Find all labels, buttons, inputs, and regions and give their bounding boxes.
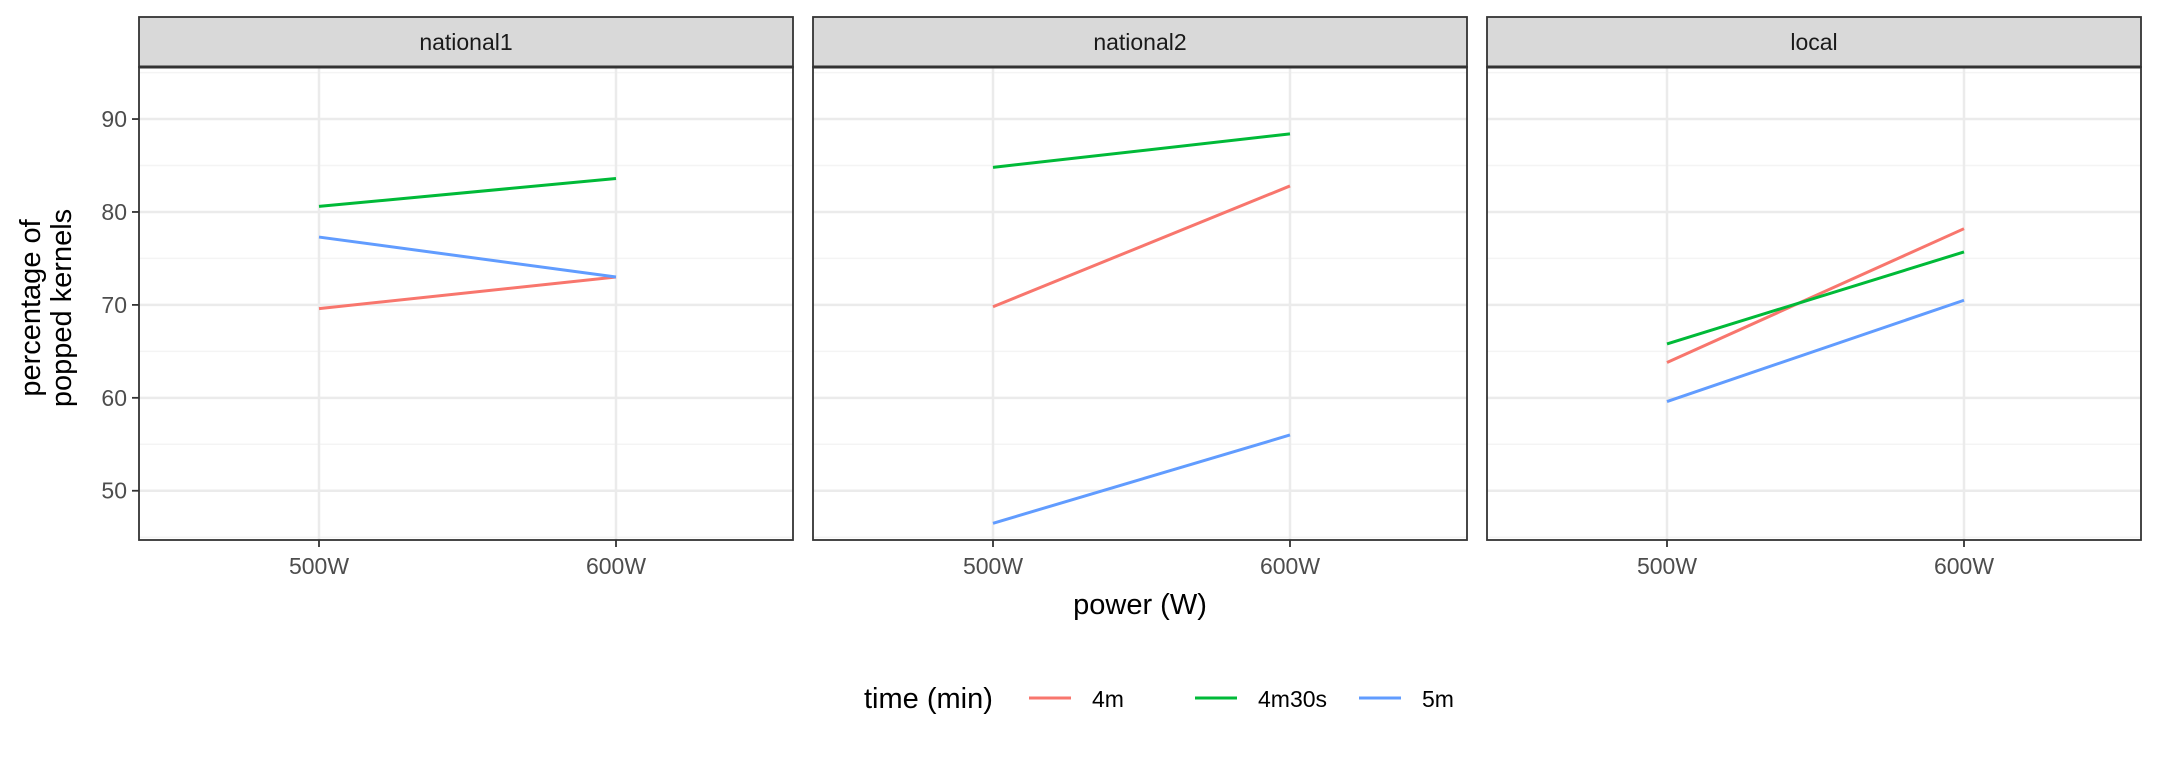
- x-tick-label: 600W: [1260, 553, 1320, 579]
- legend-label: 4m30s: [1258, 686, 1327, 712]
- series-line-4m: [992, 184, 1291, 309]
- x-tick-label: 500W: [289, 553, 349, 579]
- legend-label: 5m: [1422, 686, 1454, 712]
- facet-panel-local: local 500W 600W: [1486, 16, 2142, 579]
- y-axis: 50 60 70 80 90 percentage ofpopped kernels: [15, 106, 139, 504]
- series-line-5m: [318, 235, 617, 279]
- series-line-4m30s: [1666, 250, 1965, 346]
- panel-border: [1486, 66, 2142, 541]
- x-tick-label: 600W: [1934, 553, 1994, 579]
- facet-strip: [812, 16, 1468, 68]
- series-line-5m: [1666, 298, 1965, 403]
- y-tick-label: 70: [101, 292, 127, 318]
- y-tick-label: 80: [101, 199, 127, 225]
- x-tick-label: 600W: [586, 553, 646, 579]
- y-axis-title: percentage ofpopped kernels: [15, 209, 78, 407]
- series-line-4m: [318, 275, 617, 311]
- facet-panel-national2: national2 500W 600W: [812, 16, 1468, 579]
- facet-strip: [1486, 16, 2142, 68]
- legend-title: time (min): [864, 683, 993, 715]
- facet-panel-national1: national1 500W 600W: [138, 16, 794, 579]
- legend-label: 4m: [1092, 686, 1124, 712]
- x-axis-title: power (W): [1073, 589, 1207, 621]
- series-line-4m30s: [318, 177, 617, 208]
- y-tick-label: 90: [101, 106, 127, 132]
- y-tick-label: 60: [101, 385, 127, 411]
- legend: time (min) 4m 4m30s 5m: [864, 683, 1454, 715]
- series-line-4m: [1666, 227, 1965, 364]
- x-tick-label: 500W: [1637, 553, 1697, 579]
- x-tick-label: 500W: [963, 553, 1023, 579]
- facet-strip-label: local: [1790, 29, 1837, 55]
- facet-strip-label: national2: [1093, 29, 1186, 55]
- series-line-5m: [992, 433, 1291, 525]
- y-tick-label: 50: [101, 478, 127, 504]
- y-axis-title-line: percentage of: [15, 218, 47, 396]
- y-axis-title-line: popped kernels: [46, 209, 78, 407]
- panel-border: [138, 66, 794, 541]
- panel-border: [812, 66, 1468, 541]
- facet-strip-label: national1: [419, 29, 512, 55]
- facet-strip: [138, 16, 794, 68]
- series-line-4m30s: [992, 132, 1291, 169]
